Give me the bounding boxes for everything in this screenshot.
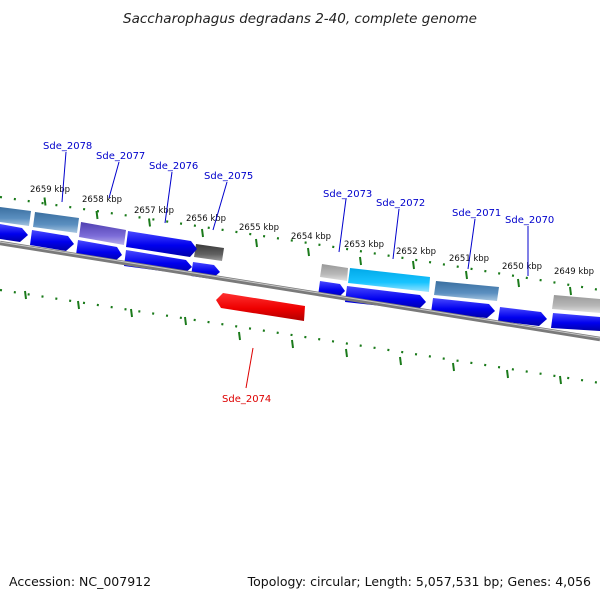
cds-arrow xyxy=(345,286,426,310)
outer-feature-ring xyxy=(0,207,600,313)
cds-arrow xyxy=(551,313,600,331)
tick-label: 2656 kbp xyxy=(186,214,226,224)
gene-label[interactable]: Sde_2070 xyxy=(505,215,554,226)
map-title: Saccharophagus degradans 2-40, complete … xyxy=(123,11,477,27)
genome-backbone xyxy=(0,240,600,342)
gene-label[interactable]: Sde_2071 xyxy=(452,208,501,219)
tick-label: 2652 kbp xyxy=(396,247,436,257)
tick-label: 2655 kbp xyxy=(239,223,279,233)
cds-arrow xyxy=(498,307,547,326)
tick-label: 2657 kbp xyxy=(134,206,174,216)
feature-block xyxy=(33,212,79,233)
gene-leader-lines xyxy=(61,151,529,389)
gene-label[interactable]: Sde_2075 xyxy=(204,171,253,182)
forward-cds-ring xyxy=(0,224,600,331)
gene-label[interactable]: Sde_2073 xyxy=(323,189,372,200)
tick-label: 2658 kbp xyxy=(82,195,122,205)
feature-block xyxy=(434,281,499,301)
tick-label: 2659 kbp xyxy=(30,185,70,195)
cds-arrow-reverse xyxy=(216,293,305,321)
feature-block xyxy=(0,207,31,226)
outer-major-ticks xyxy=(43,197,572,296)
tick-label: 2650 kbp xyxy=(502,262,542,272)
tick-label: 2653 kbp xyxy=(344,240,384,250)
tick-label: 2649 kbp xyxy=(554,267,594,277)
cds-arrow xyxy=(30,230,74,251)
gene-label[interactable]: Sde_2076 xyxy=(149,161,198,172)
tick-label: 2654 kbp xyxy=(291,232,331,242)
feature-block xyxy=(79,222,126,245)
feature-block xyxy=(552,295,600,313)
genome-summary-text: Topology: circular; Length: 5,057,531 bp… xyxy=(247,574,591,589)
accession-text: Accession: NC_007912 xyxy=(9,574,151,589)
cds-arrow xyxy=(0,224,28,242)
cds-arrow xyxy=(126,231,197,257)
outer-tick-ring xyxy=(0,195,600,292)
cds-arrow xyxy=(124,250,192,274)
feature-block xyxy=(320,264,348,281)
tick-labels: 2659 kbp 2658 kbp 2657 kbp 2656 kbp 2655… xyxy=(30,185,594,277)
feature-block xyxy=(194,244,224,261)
gene-label[interactable]: Sde_2078 xyxy=(43,141,92,152)
feature-block xyxy=(348,268,430,292)
gene-labels: Sde_2078 Sde_2077 Sde_2076 Sde_2075 Sde_… xyxy=(43,141,554,405)
gene-label[interactable]: Sde_2074 xyxy=(222,394,271,405)
inner-major-ticks xyxy=(24,290,562,385)
genome-backbone-highlight xyxy=(0,241,600,339)
inner-tick-ring xyxy=(0,288,600,385)
gene-label[interactable]: Sde_2072 xyxy=(376,198,425,209)
gene-label[interactable]: Sde_2077 xyxy=(96,151,145,162)
